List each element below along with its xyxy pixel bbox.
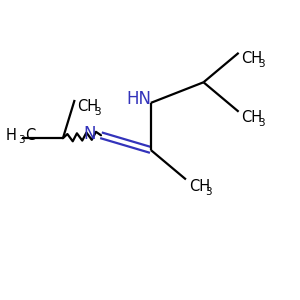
Text: HN: HN <box>127 90 152 108</box>
Text: CH: CH <box>242 110 263 125</box>
Text: H: H <box>5 128 16 143</box>
Text: C: C <box>25 128 35 143</box>
Text: N: N <box>84 125 96 143</box>
Text: 3: 3 <box>258 59 264 69</box>
Text: 3: 3 <box>94 107 100 117</box>
Text: CH: CH <box>242 51 263 66</box>
Text: 3: 3 <box>18 135 25 145</box>
Text: CH: CH <box>189 179 210 194</box>
Text: CH: CH <box>78 99 99 114</box>
Text: 3: 3 <box>205 187 211 197</box>
Text: 3: 3 <box>258 118 264 128</box>
